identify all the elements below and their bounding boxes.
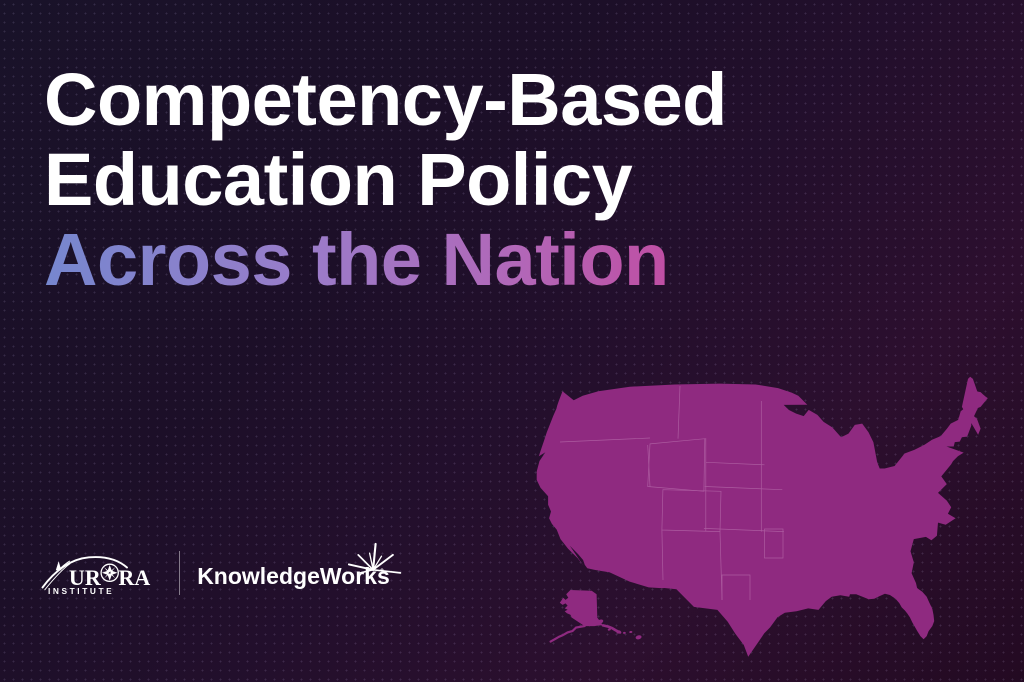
svg-text:INSTITUTE: INSTITUTE bbox=[48, 586, 114, 595]
